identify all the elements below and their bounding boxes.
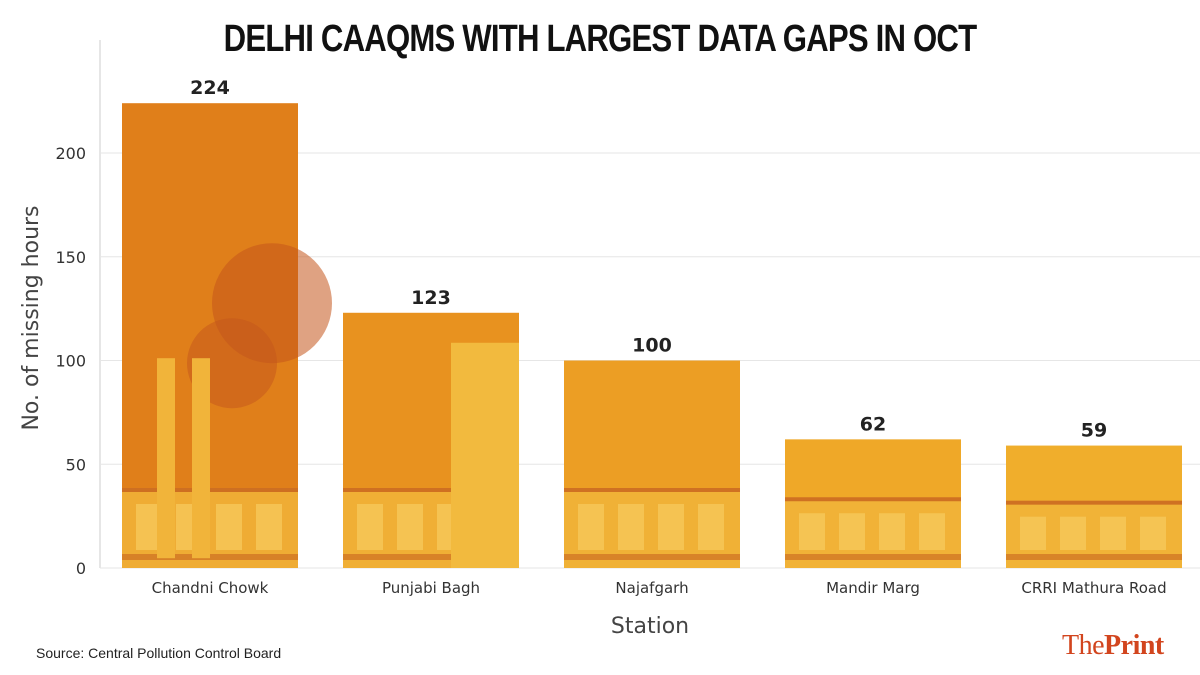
y-tick-label: 100	[55, 352, 86, 371]
bar-decoration-window	[578, 504, 604, 550]
x-tick-label: Mandir Marg	[826, 579, 920, 597]
bar-decoration-ledge	[1006, 554, 1182, 560]
bar-decoration-window	[879, 513, 905, 550]
bar-decoration-window	[357, 504, 383, 550]
bar-decoration-window	[1100, 516, 1126, 550]
bar-decoration-ledge	[785, 497, 961, 502]
bar-decoration-ledge	[564, 554, 740, 560]
bar-decoration-window	[256, 504, 282, 550]
chart-title: DELHI CAAQMS WITH LARGEST DATA GAPS IN O…	[223, 18, 977, 60]
x-tick-label: Najafgarh	[615, 579, 688, 597]
bar-decoration-window	[618, 504, 644, 550]
bar-decoration-ledge	[343, 488, 519, 492]
x-tick-label: Punjabi Bagh	[382, 579, 480, 597]
bar-decoration-window	[658, 504, 684, 550]
bar-decoration-window	[1020, 516, 1046, 550]
data-label: 62	[860, 413, 886, 435]
x-tick-label: CRRI Mathura Road	[1021, 579, 1166, 597]
bar-decoration-window	[1060, 516, 1086, 550]
bar-decoration-ledge	[785, 554, 961, 560]
bar-decoration-cooling-tower	[451, 342, 519, 568]
bar-decoration-ledge	[343, 554, 519, 560]
bar-decoration-window	[839, 513, 865, 550]
bar-decoration-ledge	[564, 488, 740, 492]
source-note: Source: Central Pollution Control Board	[36, 645, 282, 661]
data-label: 224	[190, 77, 230, 99]
logo-part-the: The	[1062, 630, 1105, 661]
bar-decoration-chimney	[192, 358, 210, 559]
bar-decoration-ledge	[1006, 500, 1182, 505]
y-axis-title: No. of missing hours	[19, 205, 44, 430]
y-tick-label: 200	[55, 144, 86, 163]
logo-part-print: Print	[1104, 630, 1164, 661]
data-label: 123	[411, 287, 451, 309]
bar-decoration-window	[397, 504, 423, 550]
y-tick-label: 150	[55, 248, 86, 267]
theprint-logo: ThePrint	[1062, 630, 1164, 662]
bar-decoration-window	[216, 504, 242, 550]
bar-decoration-window	[1140, 516, 1166, 550]
bar-decoration-window	[698, 504, 724, 550]
bar-decoration-window	[799, 513, 825, 550]
y-tick-label: 50	[66, 455, 86, 474]
x-axis-title: Station	[611, 614, 689, 639]
bar-decoration-chimney	[157, 358, 175, 559]
bar-decoration-window	[919, 513, 945, 550]
data-label: 59	[1081, 420, 1107, 442]
x-tick-label: Chandni Chowk	[152, 579, 269, 597]
data-label: 100	[632, 335, 672, 357]
y-tick-label: 0	[76, 559, 86, 578]
